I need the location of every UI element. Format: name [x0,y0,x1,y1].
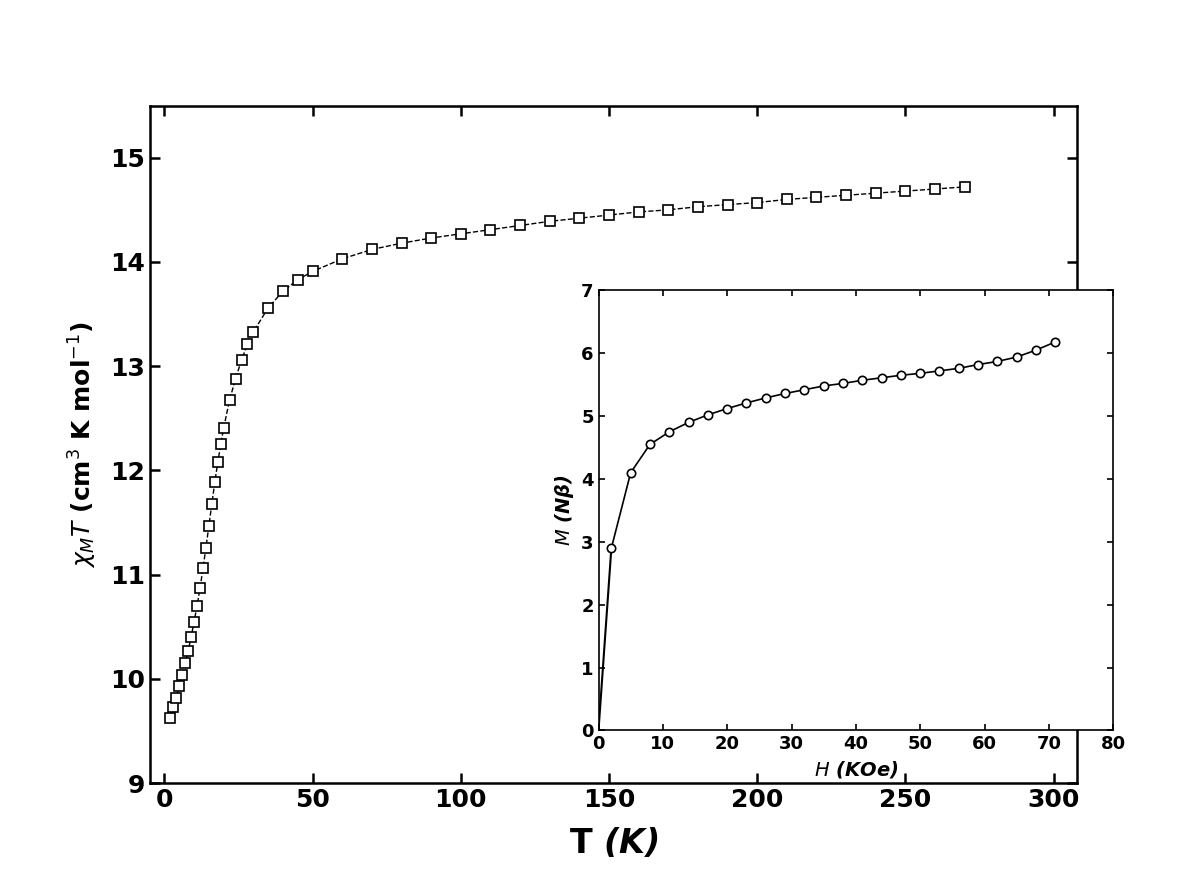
Y-axis label: $M$ (Nβ): $M$ (Nβ) [553,474,576,546]
X-axis label: $H$ (KOe): $H$ (KOe) [814,759,898,780]
Y-axis label: $\chi_M$$T$ (cm$^3$ K mol$^{-1}$): $\chi_M$$T$ (cm$^3$ K mol$^{-1}$) [67,321,98,568]
X-axis label: $\mathbf{T}$ (K): $\mathbf{T}$ (K) [569,826,658,860]
